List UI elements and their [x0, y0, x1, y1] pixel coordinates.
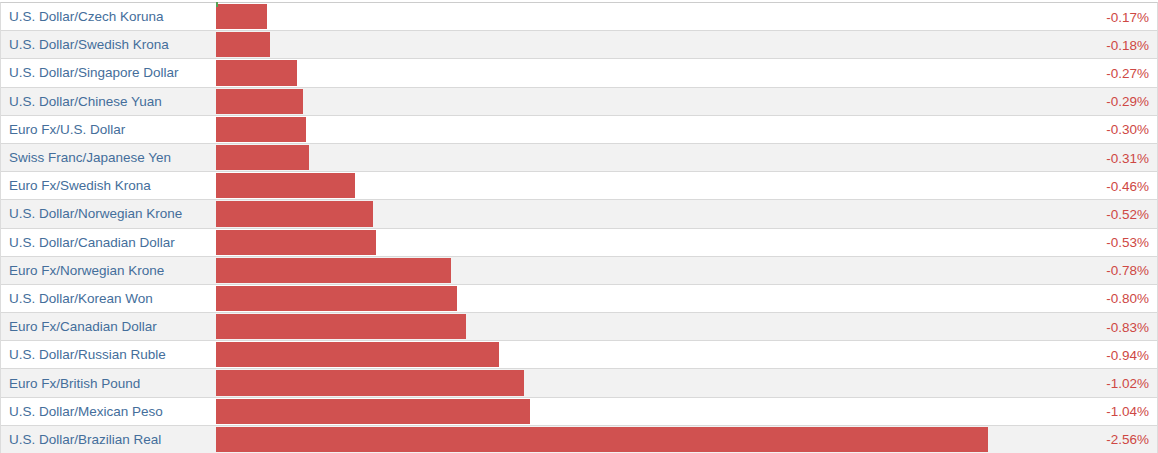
currency-pair-label[interactable]: Euro Fx/Norwegian Krone [1, 263, 164, 278]
currency-pair-label[interactable]: Euro Fx/Swedish Krona [1, 178, 151, 193]
zero-axis-tick-icon [216, 2, 218, 7]
value-bar [216, 370, 524, 395]
percent-change-value: -0.46% [1106, 178, 1149, 193]
currency-pair-label[interactable]: U.S. Dollar/Canadian Dollar [1, 235, 175, 250]
chart-row: U.S. Dollar/Chinese Yuan -0.29% [1, 88, 1157, 116]
value-bar [216, 4, 267, 29]
fx-performance-chart: U.S. Dollar/Czech Koruna -0.17% U.S. Dol… [0, 0, 1158, 453]
chart-row: U.S. Dollar/Korean Won -0.80% [1, 285, 1157, 313]
chart-row: Euro Fx/U.S. Dollar -0.30% [1, 116, 1157, 144]
value-bar [216, 258, 451, 283]
percent-change-value: -0.80% [1106, 291, 1149, 306]
percent-change-value: -0.94% [1106, 347, 1149, 362]
value-bar [216, 427, 988, 452]
chart-row: Swiss Franc/Japanese Yen -0.31% [1, 144, 1157, 172]
value-bar [216, 60, 297, 85]
currency-pair-label[interactable]: Euro Fx/U.S. Dollar [1, 122, 125, 137]
percent-change-value: -1.04% [1106, 404, 1149, 419]
currency-pair-label[interactable]: U.S. Dollar/Swedish Krona [1, 37, 169, 52]
value-bar [216, 117, 306, 142]
percent-change-value: -0.53% [1106, 235, 1149, 250]
percent-change-value: -0.30% [1106, 122, 1149, 137]
value-bar [216, 286, 457, 311]
currency-pair-label[interactable]: U.S. Dollar/Brazilian Real [1, 432, 161, 447]
value-bar [216, 342, 499, 367]
chart-row: Euro Fx/Canadian Dollar -0.83% [1, 313, 1157, 341]
currency-pair-label[interactable]: U.S. Dollar/Chinese Yuan [1, 94, 162, 109]
value-bar [216, 314, 466, 339]
percent-change-value: -0.31% [1106, 150, 1149, 165]
percent-change-value: -0.83% [1106, 319, 1149, 334]
currency-pair-label[interactable]: U.S. Dollar/Russian Ruble [1, 347, 166, 362]
percent-change-value: -0.29% [1106, 94, 1149, 109]
currency-pair-label[interactable]: Euro Fx/Canadian Dollar [1, 319, 157, 334]
percent-change-value: -2.56% [1106, 432, 1149, 447]
currency-pair-label[interactable]: Swiss Franc/Japanese Yen [1, 150, 171, 165]
currency-pair-label[interactable]: Euro Fx/British Pound [1, 376, 140, 391]
currency-pair-label[interactable]: U.S. Dollar/Czech Koruna [1, 9, 164, 24]
chart-row: U.S. Dollar/Canadian Dollar -0.53% [1, 229, 1157, 257]
percent-change-value: -0.78% [1106, 263, 1149, 278]
percent-change-value: -0.17% [1106, 9, 1149, 24]
chart-row: Euro Fx/British Pound -1.02% [1, 369, 1157, 397]
currency-pair-label[interactable]: U.S. Dollar/Mexican Peso [1, 404, 163, 419]
chart-row: U.S. Dollar/Swedish Krona -0.18% [1, 31, 1157, 59]
chart-row: U.S. Dollar/Russian Ruble -0.94% [1, 341, 1157, 369]
currency-pair-label[interactable]: U.S. Dollar/Korean Won [1, 291, 153, 306]
percent-change-value: -0.27% [1106, 65, 1149, 80]
chart-row: Euro Fx/Norwegian Krone -0.78% [1, 257, 1157, 285]
percent-change-value: -1.02% [1106, 376, 1149, 391]
value-bar [216, 201, 373, 226]
value-bar [216, 399, 530, 424]
value-bar [216, 173, 355, 198]
chart-row: U.S. Dollar/Norwegian Krone -0.52% [1, 200, 1157, 228]
chart-row: U.S. Dollar/Singapore Dollar -0.27% [1, 59, 1157, 87]
percent-change-value: -0.52% [1106, 206, 1149, 221]
currency-pair-label[interactable]: U.S. Dollar/Norwegian Krone [1, 206, 182, 221]
value-bar [216, 89, 303, 114]
value-bar [216, 230, 376, 255]
value-bar [216, 32, 270, 57]
value-bar [216, 145, 309, 170]
chart-row: U.S. Dollar/Brazilian Real -2.56% [1, 426, 1157, 453]
currency-pair-label[interactable]: U.S. Dollar/Singapore Dollar [1, 65, 179, 80]
chart-panel: U.S. Dollar/Czech Koruna -0.17% U.S. Dol… [0, 2, 1158, 453]
percent-change-value: -0.18% [1106, 37, 1149, 52]
chart-row: Euro Fx/Swedish Krona -0.46% [1, 172, 1157, 200]
chart-row: U.S. Dollar/Czech Koruna -0.17% [1, 3, 1157, 31]
chart-row: U.S. Dollar/Mexican Peso -1.04% [1, 398, 1157, 426]
